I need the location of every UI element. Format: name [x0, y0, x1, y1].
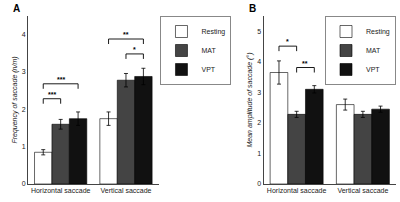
svg-text:1: 1 [257, 150, 261, 157]
svg-text:VPT: VPT [366, 66, 380, 73]
svg-text:Horizontal saccade: Horizontal saccade [31, 187, 91, 194]
svg-text:0: 0 [22, 180, 26, 187]
svg-text:Resting: Resting [366, 28, 390, 36]
svg-text:2: 2 [22, 106, 26, 113]
svg-text:Frequency of saccade (n/m): Frequency of saccade (n/m) [11, 56, 19, 143]
svg-text:Vertical saccade: Vertical saccade [100, 187, 151, 194]
svg-text:4: 4 [257, 58, 261, 65]
svg-text:***: *** [48, 91, 56, 98]
svg-text:*: * [286, 38, 289, 45]
svg-text:Vertical saccade: Vertical saccade [337, 187, 388, 194]
svg-text:MAT: MAT [201, 47, 216, 54]
svg-text:*: * [133, 46, 136, 53]
svg-text:4: 4 [22, 31, 26, 38]
svg-text:Mean amplitude of saccade (°): Mean amplitude of saccade (°) [246, 52, 254, 147]
svg-text:3: 3 [22, 68, 26, 75]
svg-text:MAT: MAT [366, 47, 381, 54]
svg-text:2: 2 [257, 119, 261, 126]
svg-text:**: ** [302, 60, 308, 67]
svg-text:A: A [13, 3, 20, 14]
svg-text:Horizontal saccade: Horizontal saccade [267, 187, 327, 194]
svg-text:**: ** [123, 31, 129, 38]
svg-text:Resting: Resting [201, 28, 225, 36]
svg-text:3: 3 [257, 89, 261, 96]
svg-text:VPT: VPT [201, 66, 215, 73]
svg-text:0: 0 [257, 180, 261, 187]
svg-text:5: 5 [257, 28, 261, 35]
svg-text:***: *** [57, 76, 65, 83]
svg-text:1: 1 [22, 143, 26, 150]
svg-text:B: B [249, 3, 256, 14]
